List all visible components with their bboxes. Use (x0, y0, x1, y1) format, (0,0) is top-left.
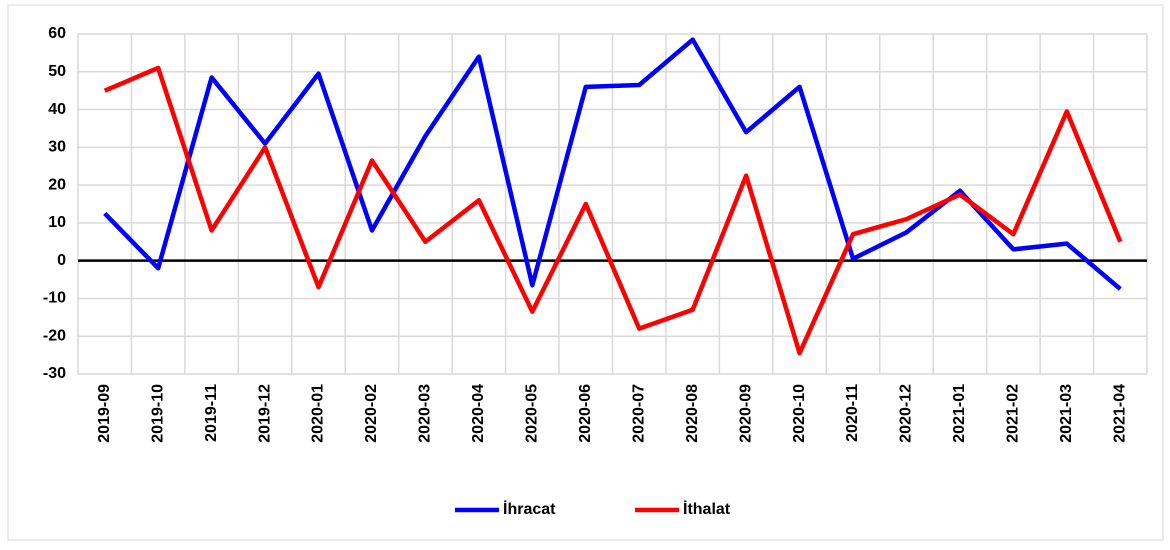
series-line (103, 65, 1123, 356)
x-tick-label: 2019-11 (203, 384, 220, 442)
x-tick-label: 2020-01 (310, 384, 327, 443)
x-tick-label: 2020-08 (684, 384, 701, 443)
y-tick-label: 60 (48, 25, 66, 42)
x-tick-label: 2020-09 (737, 384, 754, 443)
y-tick-label: 50 (48, 63, 66, 80)
x-tick-label: 2020-06 (577, 384, 594, 443)
x-tick-label: 2021-01 (951, 384, 968, 443)
x-tick-label: 2019-10 (149, 384, 166, 443)
legend-label: İthalat (683, 500, 731, 518)
y-tick-label: 30 (48, 139, 66, 156)
x-tick-label: 2020-03 (417, 384, 434, 443)
x-tick-label: 2020-10 (791, 384, 808, 443)
y-tick-label: -30 (43, 365, 66, 382)
y-tick-label: 0 (57, 252, 66, 269)
x-tick-label: 2021-02 (1005, 384, 1022, 443)
legend-label: İhracat (503, 500, 556, 518)
y-tick-label: -10 (43, 290, 66, 307)
x-tick-label: 2019-09 (96, 384, 113, 443)
x-tick-label: 2020-11 (844, 384, 861, 442)
x-tick-label: 2020-05 (524, 384, 541, 443)
y-tick-label: 20 (48, 176, 66, 193)
y-tick-label: 10 (48, 214, 66, 231)
x-tick-label: 2020-12 (898, 384, 915, 443)
x-tick-label: 2019-12 (256, 384, 273, 443)
y-tick-label: 40 (48, 101, 66, 118)
x-tick-label: 2021-04 (1111, 384, 1128, 443)
x-tick-label: 2021-03 (1058, 384, 1075, 443)
y-tick-label: -20 (43, 327, 66, 344)
x-tick-label: 2020-04 (470, 384, 487, 443)
x-tick-label: 2020-02 (363, 384, 380, 443)
x-tick-label: 2020-07 (630, 384, 647, 443)
